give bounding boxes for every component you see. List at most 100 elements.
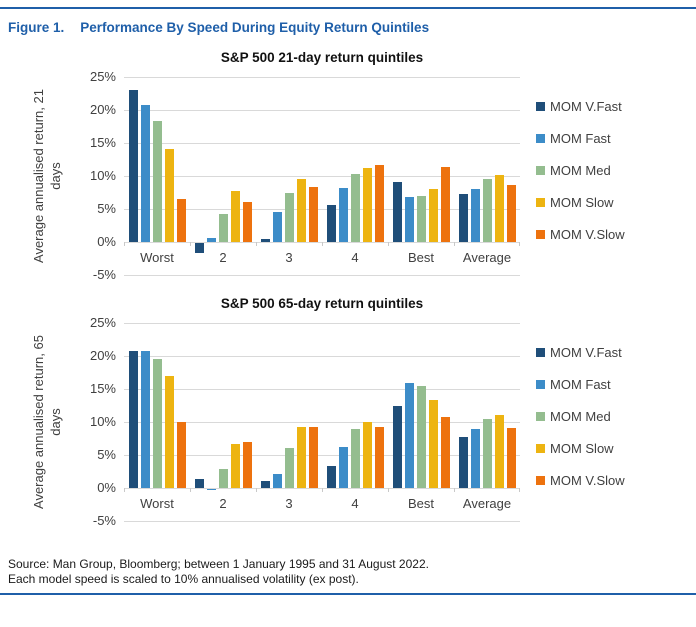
bar [362, 168, 372, 242]
x-category-label: Average [462, 250, 512, 265]
bar [404, 383, 414, 488]
x-axis-tick [256, 242, 257, 246]
bar [482, 418, 492, 488]
gridline [124, 455, 520, 456]
plot-area: Worst 2 3 4 Best Average [124, 323, 520, 522]
legend-item: MOM V.Fast [536, 344, 625, 360]
gridline [124, 110, 520, 111]
gridline [124, 143, 520, 144]
y-axis-title-box: Average annualised return, 65 days [28, 323, 68, 521]
bar [428, 400, 438, 488]
legend-label: MOM V.Slow [550, 472, 625, 488]
x-category-label: 3 [285, 250, 293, 265]
x-axis-tick [190, 488, 191, 492]
bar [152, 359, 162, 488]
bar [470, 429, 480, 488]
x-axis-tick [256, 488, 257, 492]
bar [428, 188, 438, 242]
legend-label: MOM Med [550, 162, 611, 178]
bar [230, 190, 240, 242]
x-category-label: Worst [140, 250, 174, 265]
legend-label: MOM V.Fast [550, 98, 622, 114]
bar [242, 201, 252, 242]
bar [392, 181, 402, 242]
legend-swatch-icon [536, 133, 545, 143]
bar [458, 436, 468, 488]
legend-swatch-icon [536, 443, 545, 453]
legend-swatch-icon [536, 229, 545, 239]
gridline [124, 389, 520, 390]
bar-chart-21day: Average annualised return, 21 days 25% 20… [28, 69, 696, 282]
bar [326, 466, 336, 488]
bar [350, 174, 360, 242]
y-axis-title: Average annualised return, 65 days [31, 335, 63, 509]
bar [218, 213, 228, 242]
legend-item: MOM Med [536, 162, 625, 178]
legend-label: MOM Slow [550, 440, 614, 456]
y-axis-title-box: Average annualised return, 21 days [28, 77, 68, 275]
chart-title-65day: S&P 500 65-day return quintiles [220, 296, 424, 311]
bar [506, 427, 516, 488]
gridline [124, 323, 520, 324]
bar [176, 199, 186, 242]
y-tick-label: 15% [89, 381, 116, 396]
bottom-rule [0, 593, 696, 595]
bar [140, 351, 150, 488]
bar [140, 104, 150, 242]
legend-swatch-icon [536, 347, 545, 357]
legend-swatch-icon [536, 101, 545, 111]
y-tick-label: 5% [97, 201, 116, 216]
y-tick-label: 25% [89, 69, 116, 84]
bar [128, 351, 138, 488]
x-axis-tick [519, 488, 520, 492]
plot-area: Worst 2 3 4 Best Average [124, 77, 520, 276]
bar [260, 239, 270, 242]
bar [482, 179, 492, 242]
bar [308, 186, 318, 242]
bar [440, 417, 450, 488]
gridline [124, 275, 520, 276]
bar [206, 238, 216, 242]
bar [218, 468, 228, 488]
x-category-label: 3 [285, 496, 293, 511]
source-line: Source: Man Group, Bloomberg; between 1 … [8, 557, 429, 571]
legend-label: MOM Fast [550, 130, 611, 146]
y-tick-label: 10% [89, 414, 116, 429]
y-tick-label: -5% [92, 513, 116, 528]
legend-swatch-icon [536, 197, 545, 207]
y-tick-label: 0% [97, 480, 116, 495]
gridline [124, 422, 520, 423]
bar [260, 481, 270, 488]
bar [374, 427, 384, 488]
legend: MOM V.Fast MOM Fast MOM Med MOM Slow MOM V.S… [536, 77, 625, 258]
bar [128, 90, 138, 242]
bar [296, 427, 306, 488]
legend-item: MOM V.Fast [536, 98, 625, 114]
legend-swatch-icon [536, 411, 545, 421]
bar [284, 447, 294, 488]
bar [230, 443, 240, 488]
legend-label: MOM V.Slow [550, 226, 625, 242]
source-note: Source: Man Group, Bloomberg; between 1 … [8, 557, 696, 587]
bar [206, 489, 216, 491]
figure-title: Figure 1. Performance By Speed During Equ… [8, 20, 696, 35]
x-axis-tick [388, 488, 389, 492]
y-tick-label: 0% [97, 234, 116, 249]
legend-item: MOM V.Slow [536, 472, 625, 488]
bar [272, 474, 282, 488]
bar [164, 148, 174, 242]
bar [308, 427, 318, 488]
x-axis-tick [454, 242, 455, 246]
figure-title-text: Performance By Speed During Equity Retur… [80, 20, 430, 35]
y-axis-ticks: 25% 20% 15% 10% 5% 0% -5% [68, 315, 124, 528]
y-axis-title: Average annualised return, 21 days [31, 89, 63, 263]
bar [194, 243, 204, 253]
bar [494, 414, 504, 488]
bar [440, 166, 450, 242]
x-category-label: Best [407, 496, 434, 511]
chart-title-21day: S&P 500 21-day return quintiles [220, 50, 424, 65]
bar [194, 479, 204, 488]
x-axis-tick [124, 488, 125, 492]
legend-label: MOM Med [550, 408, 611, 424]
legend-swatch-icon [536, 379, 545, 389]
